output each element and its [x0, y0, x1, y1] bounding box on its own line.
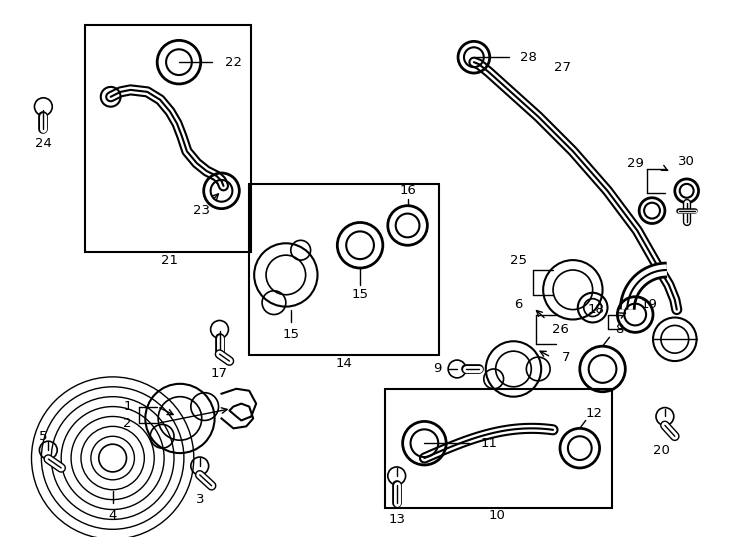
Text: 30: 30	[678, 154, 695, 167]
Text: 29: 29	[627, 157, 644, 170]
Text: 14: 14	[335, 356, 352, 369]
Bar	[250, 184, 439, 355]
Text: 3: 3	[195, 493, 204, 506]
Text: 7: 7	[562, 350, 570, 363]
Text: 26: 26	[551, 323, 568, 336]
Text: 18: 18	[587, 303, 604, 316]
Text: 6: 6	[515, 298, 523, 311]
Text: 17: 17	[211, 367, 228, 380]
Text: 22: 22	[225, 56, 242, 69]
Text: 28: 28	[520, 51, 537, 64]
Text: 21: 21	[161, 254, 178, 267]
Bar	[385, 389, 612, 508]
Bar	[85, 24, 251, 252]
Text: 27: 27	[554, 60, 572, 73]
Text: 15: 15	[283, 328, 299, 341]
Text: 24: 24	[35, 137, 52, 150]
Text: 16: 16	[399, 184, 416, 197]
Text: 9: 9	[433, 362, 441, 375]
Text: 25: 25	[510, 254, 527, 267]
Text: 1: 1	[123, 400, 131, 413]
Text: 2: 2	[123, 417, 131, 430]
Text: 10: 10	[488, 509, 505, 522]
Text: 23: 23	[193, 204, 210, 217]
Text: 5: 5	[39, 430, 48, 443]
Text: 15: 15	[352, 288, 368, 301]
Text: 8: 8	[615, 323, 624, 336]
Text: 19: 19	[641, 298, 658, 311]
Text: 11: 11	[480, 437, 497, 450]
Text: 20: 20	[653, 444, 670, 457]
Text: 13: 13	[388, 513, 405, 526]
Text: 4: 4	[109, 509, 117, 522]
Text: 12: 12	[585, 407, 602, 420]
